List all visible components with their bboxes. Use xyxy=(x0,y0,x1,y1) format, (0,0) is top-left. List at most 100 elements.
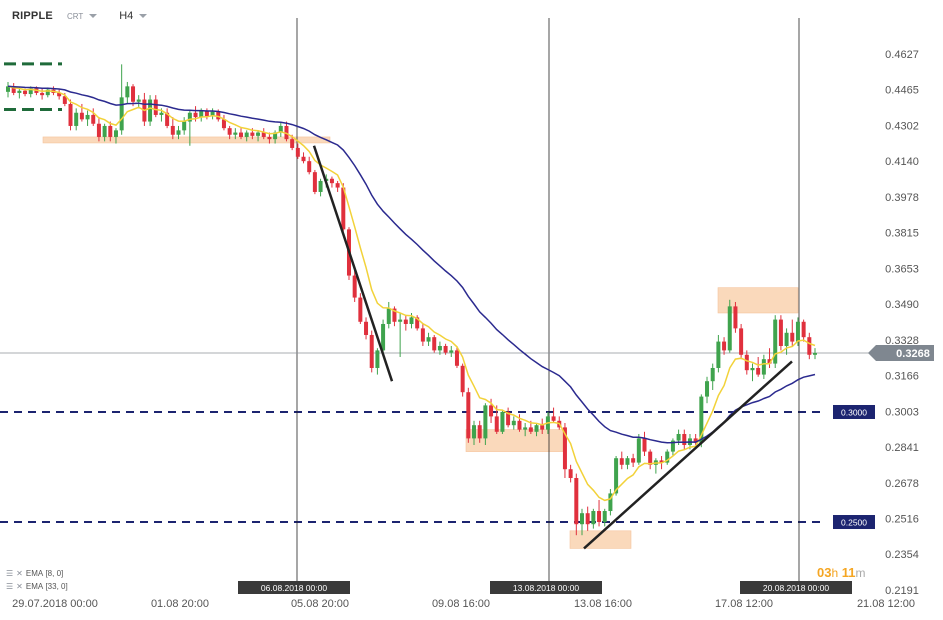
candle-body xyxy=(68,103,73,126)
candle-body xyxy=(199,110,204,118)
current-price-tag xyxy=(868,345,934,362)
candle-body xyxy=(562,427,567,470)
candle-body xyxy=(614,458,619,494)
candle-body xyxy=(91,114,96,124)
indicator-params: [8, 0] xyxy=(45,569,64,578)
x-axis-tick-label: 01.08 20:00 xyxy=(151,598,209,610)
candle-body xyxy=(307,161,312,173)
candle-body xyxy=(79,112,84,120)
candle-body xyxy=(386,308,391,324)
x-axis-tick-label: 13.08 16:00 xyxy=(574,598,632,610)
x-axis-tick-label: 29.07.2018 00:00 xyxy=(12,598,98,610)
chart-header: RIPPLE CRT H4 xyxy=(12,10,148,22)
candle-body xyxy=(210,111,215,117)
candle-body xyxy=(131,86,136,102)
candle-body xyxy=(597,511,602,523)
candle-body xyxy=(261,132,266,137)
y-axis-tick-label: 0.2191 xyxy=(885,585,919,597)
candle-body xyxy=(813,353,817,355)
indicator-settings-icon[interactable]: ☰ xyxy=(6,569,14,578)
candle-body xyxy=(790,332,795,342)
candle-body xyxy=(710,367,715,382)
y-axis-tick-label: 0.3490 xyxy=(885,299,919,311)
candle-body xyxy=(369,334,374,368)
y-axis-tick-label: 0.3003 xyxy=(885,406,919,418)
candle-body xyxy=(170,125,175,135)
candle-body xyxy=(750,367,755,371)
candle-body xyxy=(301,156,306,162)
time-marker-tag xyxy=(238,581,350,594)
candle-body xyxy=(699,396,704,443)
indicator-ema-slow[interactable]: ☰ ✕ EMA [33, 0] xyxy=(6,582,68,591)
candle-body xyxy=(432,337,437,351)
candle-body xyxy=(460,365,465,393)
chevron-down-icon[interactable] xyxy=(89,14,98,18)
y-axis-tick-label: 0.3978 xyxy=(885,192,919,204)
candle-body xyxy=(159,112,164,115)
countdown-minutes-unit: m xyxy=(855,566,866,580)
candle-body xyxy=(636,438,641,463)
candle-body xyxy=(784,332,789,346)
y-axis-tick-label: 0.4465 xyxy=(885,85,919,97)
candle-body xyxy=(767,359,772,364)
candle-body xyxy=(472,425,477,439)
candle-body xyxy=(250,132,255,136)
candle-body xyxy=(17,90,22,93)
candle-body xyxy=(11,86,16,93)
candle-body xyxy=(136,99,141,102)
timeframe-selector[interactable]: H4 xyxy=(119,10,134,22)
candle-body xyxy=(45,89,50,96)
close-icon[interactable]: ✕ xyxy=(16,582,23,591)
candle-body xyxy=(807,337,812,355)
candle-body xyxy=(761,359,766,375)
candle-body xyxy=(449,350,454,353)
candle-body xyxy=(528,427,533,432)
chevron-down-icon[interactable] xyxy=(139,14,148,18)
support-resistance-zone xyxy=(569,530,632,549)
support-resistance-zone xyxy=(42,136,331,144)
candle-body xyxy=(625,458,630,465)
candle-body xyxy=(466,392,471,439)
candle-body xyxy=(148,99,153,122)
candle-body xyxy=(511,420,516,426)
y-axis-tick-label: 0.4302 xyxy=(885,121,919,133)
candle-body xyxy=(489,405,494,417)
candle-body xyxy=(318,180,323,192)
candle-body xyxy=(778,319,783,346)
time-marker-tag xyxy=(490,581,602,594)
y-axis-tick-label: 0.3653 xyxy=(885,263,919,275)
symbol-name[interactable]: RIPPLE xyxy=(12,10,53,22)
candle-body xyxy=(375,350,380,368)
candle-body xyxy=(102,125,107,137)
candle-body xyxy=(665,451,670,463)
current-price-label: 0.3268 xyxy=(896,348,930,360)
indicator-label: EMA xyxy=(25,582,44,591)
candle-body xyxy=(670,440,675,452)
candle-body xyxy=(23,90,28,95)
candle-body xyxy=(642,438,647,452)
candle-body xyxy=(739,328,744,355)
candle-body xyxy=(744,354,749,371)
candle-body xyxy=(204,110,209,117)
candle-body xyxy=(523,427,528,430)
candle-body xyxy=(795,321,800,342)
candle-body xyxy=(534,425,539,432)
indicator-ema-fast[interactable]: ☰ ✕ EMA [8, 0] xyxy=(6,569,63,578)
x-axis-tick-label: 05.08 20:00 xyxy=(291,598,349,610)
y-axis-tick-label: 0.2516 xyxy=(885,513,919,525)
time-marker-tag xyxy=(740,581,852,594)
close-icon[interactable]: ✕ xyxy=(16,569,23,578)
candle-body xyxy=(119,97,124,131)
trendline xyxy=(583,360,793,550)
candle-body xyxy=(733,306,738,329)
candle-body xyxy=(756,367,761,375)
candle-body xyxy=(153,99,158,115)
candle-body xyxy=(773,319,778,364)
x-axis-tick-label: 21.08 12:00 xyxy=(857,598,915,610)
candle-body xyxy=(420,328,425,342)
candle-body xyxy=(443,345,448,353)
candle-body xyxy=(108,125,113,137)
indicator-settings-icon[interactable]: ☰ xyxy=(6,582,14,591)
y-axis-tick-label: 0.4140 xyxy=(885,156,919,168)
